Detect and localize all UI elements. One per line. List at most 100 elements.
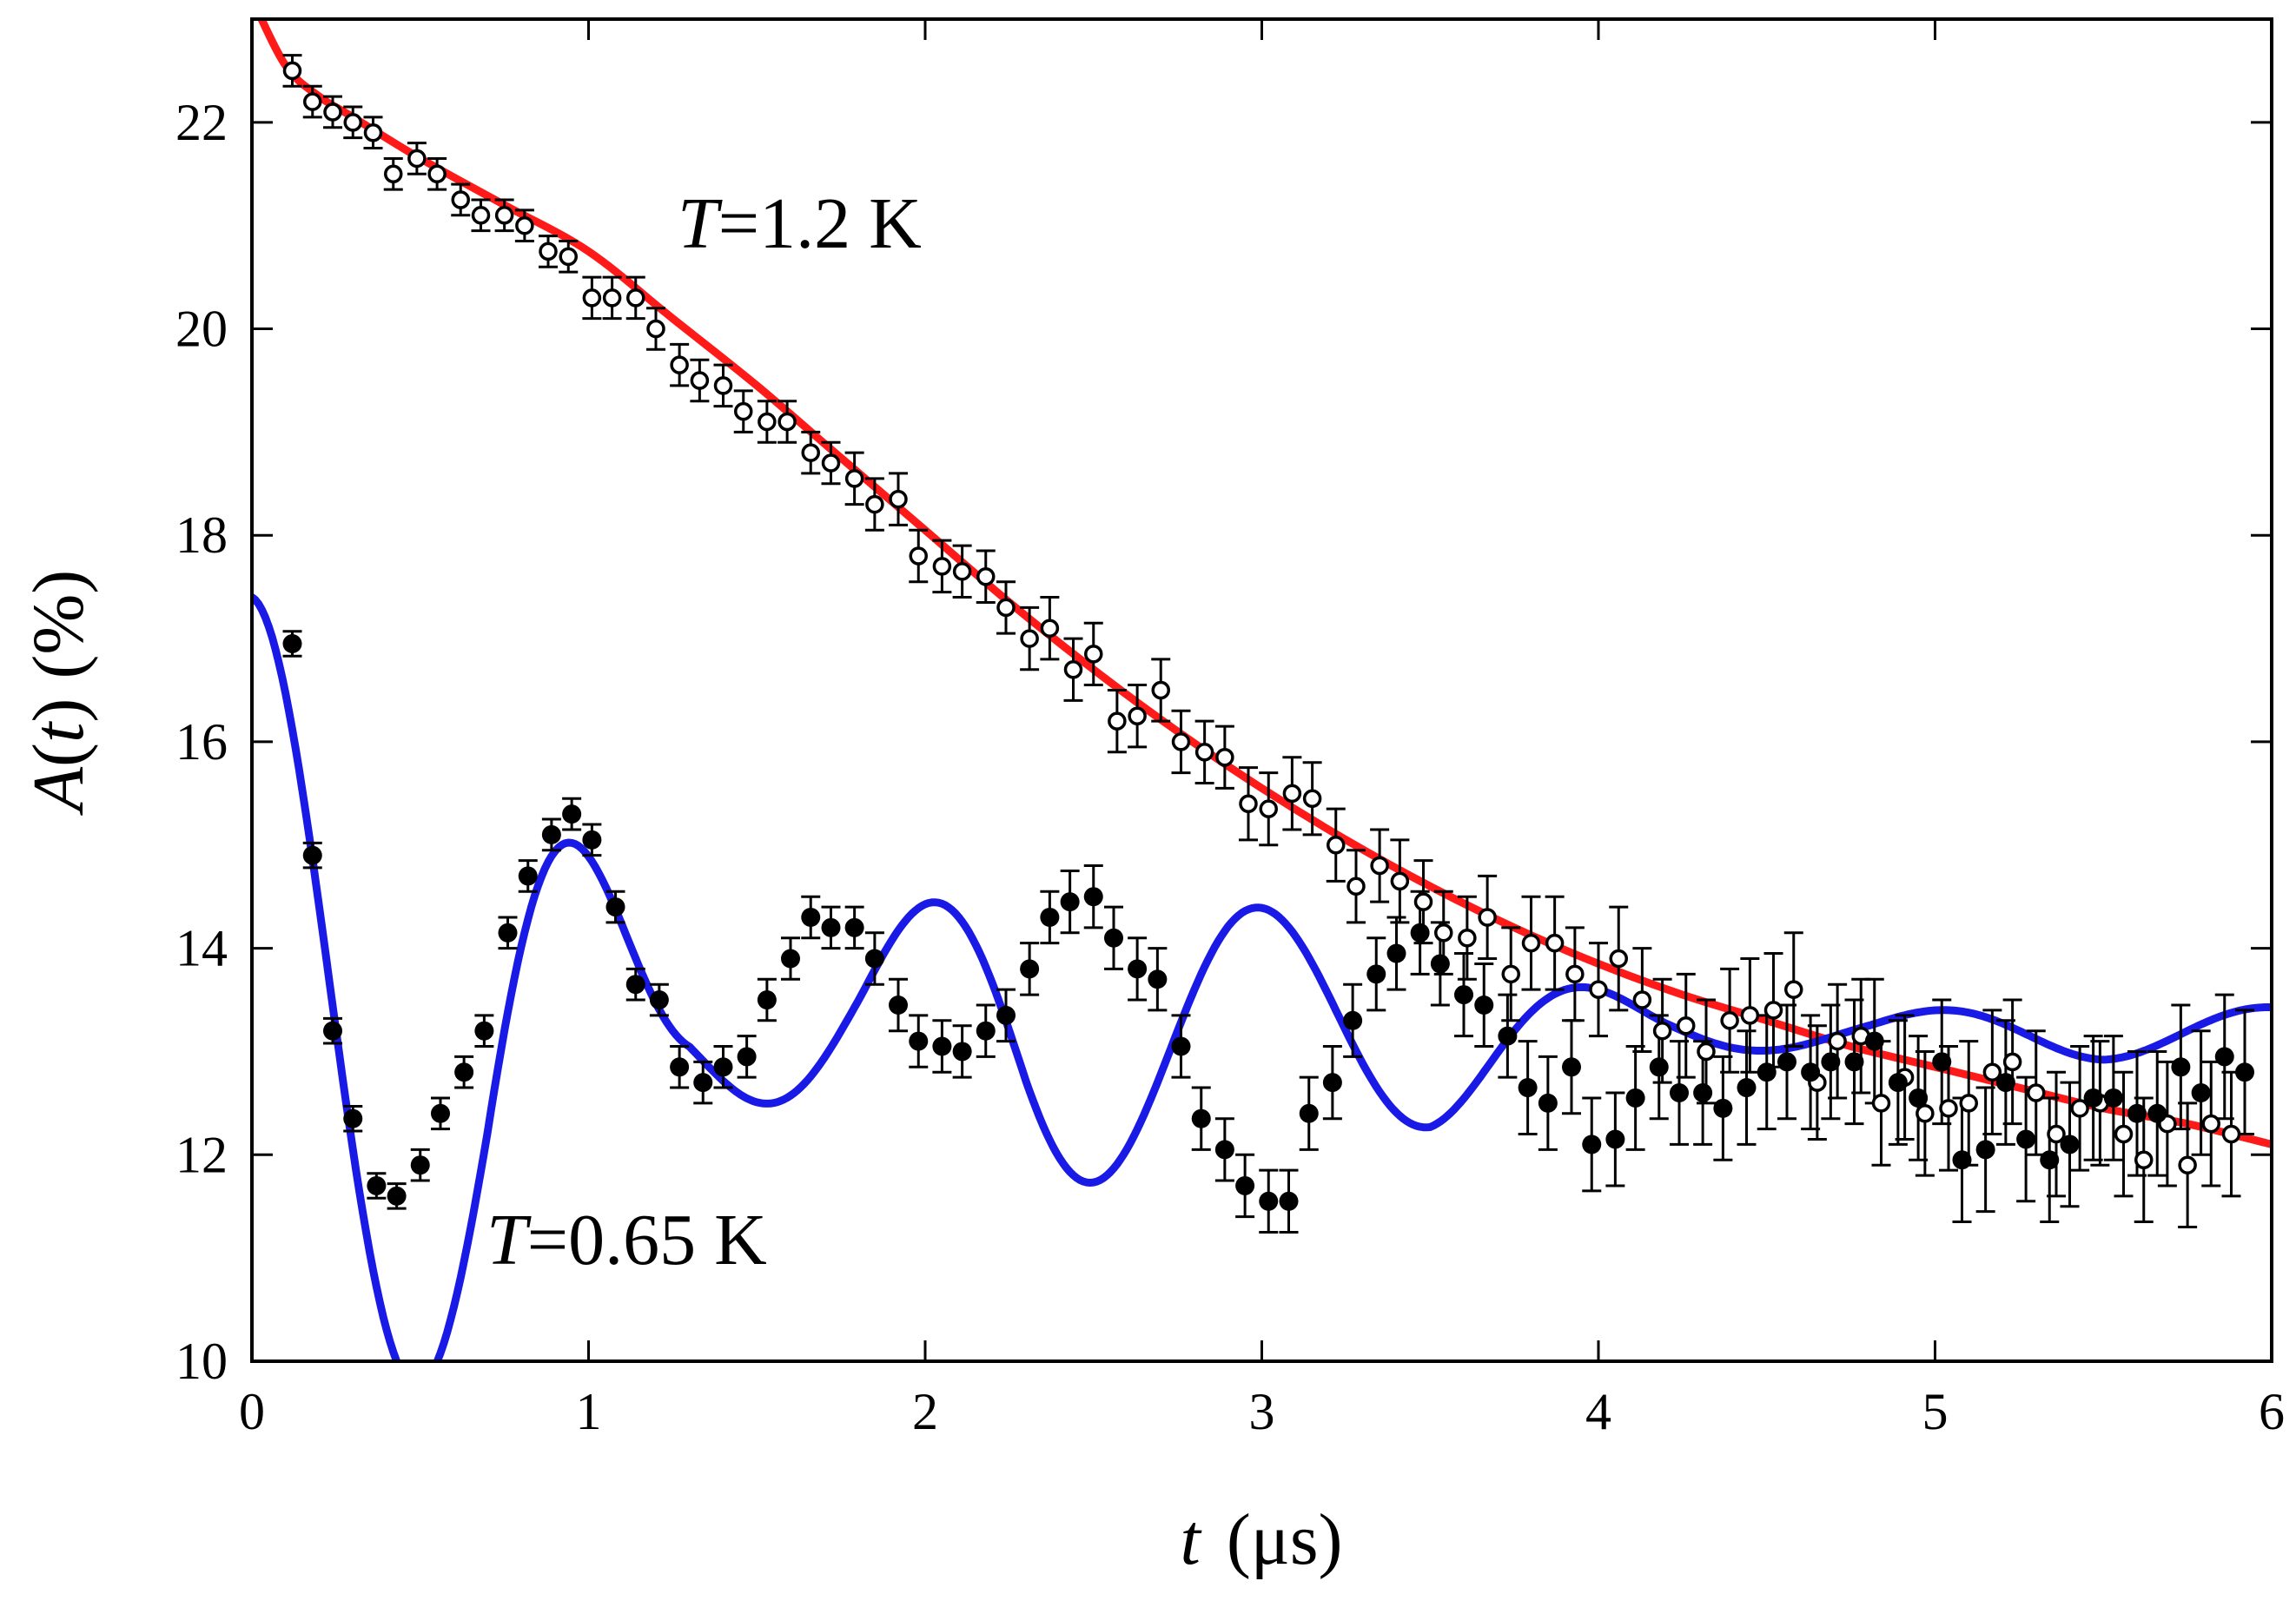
data-point-low-T [625,975,645,995]
data-point-low-T [2083,1088,2103,1108]
data-point-high-T [1828,1031,1847,1051]
y-tick-label: 18 [175,506,228,564]
data-point-low-T [518,866,538,886]
data-point-high-T [1763,1001,1783,1020]
x-tick-label: 4 [1585,1383,1611,1440]
data-point-high-T [1916,1104,1935,1123]
data-point-high-T [626,288,645,308]
data-point-low-T [844,917,864,937]
data-point-high-T [1215,748,1234,767]
data-point-low-T [410,1155,430,1175]
data-point-low-T [1259,1191,1279,1211]
data-point-low-T [498,923,518,943]
data-point-low-T [1191,1108,1211,1128]
data-point-high-T [1478,908,1497,927]
y-tick-label: 12 [175,1126,228,1183]
x-tick-label: 0 [239,1383,265,1440]
data-point-high-T [909,546,928,566]
data-points [282,61,2254,1211]
data-point-high-T [1740,1006,1760,1025]
data-point-low-T [1582,1135,1602,1154]
annotation-T-high: T=1.2 K [678,183,922,264]
data-point-high-T [1370,856,1389,876]
data-point-low-T [1235,1175,1255,1195]
data-point-high-T [1521,933,1541,953]
data-point-high-T [1609,949,1628,969]
data-point-low-T [1538,1093,1558,1113]
data-point-low-T [1864,1031,1884,1051]
data-point-high-T [323,103,342,122]
annotation-T-high-var: T [678,183,723,264]
data-point-low-T [2147,1103,2167,1123]
data-point-low-T [1083,887,1103,907]
data-point-high-T [1565,964,1585,984]
data-point-high-T [734,401,753,421]
data-point-low-T [1562,1057,1581,1077]
x-tick-label: 5 [1922,1383,1949,1440]
data-point-high-T [282,61,302,81]
data-point-low-T [1040,907,1060,927]
y-axis-unit: (%) [18,570,99,679]
data-point-low-T [649,990,669,1010]
data-point-high-T [2002,1052,2022,1072]
data-point-low-T [387,1186,407,1206]
data-point-high-T [1128,706,1147,725]
data-point-low-T [1888,1073,1908,1093]
data-point-high-T [1677,1016,1696,1035]
data-point-high-T [1194,743,1214,762]
data-point-high-T [1347,877,1366,896]
data-point-high-T [363,122,383,142]
data-point-high-T [646,319,665,339]
data-point-low-T [454,1062,474,1082]
data-point-low-T [1975,1140,1995,1160]
data-point-high-T [996,598,1016,618]
data-point-low-T [1060,892,1080,912]
data-point-high-T [1939,1099,1958,1118]
data-point-high-T [932,557,952,576]
data-point-high-T [1171,732,1191,751]
data-point-low-T [1214,1140,1234,1160]
data-point-high-T [1501,964,1520,984]
data-point-low-T [431,1103,450,1123]
data-point-low-T [1366,964,1386,984]
data-point-low-T [889,995,908,1015]
y-axis-var: A [18,766,99,816]
data-point-high-T [1151,680,1170,700]
data-point-high-T [427,164,447,184]
data-point-high-T [303,92,322,111]
data-point-high-T [1720,1011,1739,1030]
data-point-low-T [1844,1052,1864,1072]
data-point-high-T [602,288,622,308]
y-axis-paren-open: ( [18,743,99,767]
data-point-low-T [1995,1073,2015,1093]
data-point-low-T [1430,954,1450,974]
annotation-T-low-var: T [486,1200,532,1280]
data-point-low-T [909,1031,929,1051]
data-point-high-T [690,371,710,390]
data-point-high-T [1259,799,1278,818]
data-point-high-T [343,113,362,132]
data-point-low-T [996,1005,1016,1025]
data-point-low-T [562,804,582,824]
data-point-low-T [323,1021,342,1041]
data-point-high-T [758,412,777,432]
data-point-high-T [2047,1124,2066,1144]
annotation-T-high-value: =1.2 K [718,183,922,264]
y-axis-title: A(t) (%) [18,570,99,817]
data-point-high-T [1632,990,1652,1009]
data-point-high-T [670,355,689,374]
data-point-high-T [713,376,733,395]
y-axis-paren-close: ) [18,698,99,723]
data-point-low-T [1454,985,1473,1005]
data-point-high-T [2070,1099,2089,1118]
data-point-low-T [1148,969,1168,989]
x-tick-label: 1 [576,1383,602,1440]
data-point-low-T [2060,1135,2080,1154]
data-point-high-T [844,469,864,488]
x-axis-title: t (μs) [1180,1499,1342,1580]
data-point-high-T [1327,836,1346,855]
data-point-low-T [1605,1129,1625,1149]
